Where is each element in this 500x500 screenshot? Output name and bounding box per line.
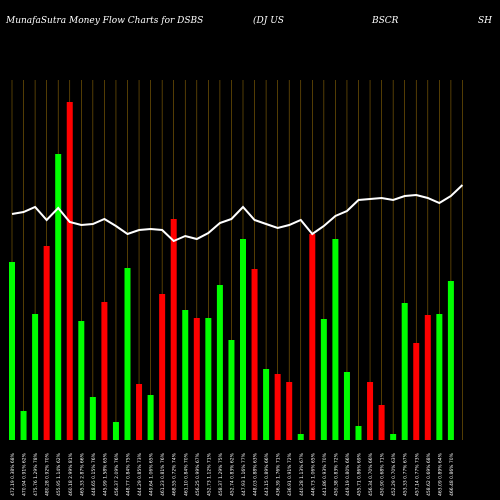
x-tick-label: 460.18 2.99% 81% (68, 452, 74, 496)
x-tick-label: 468.55 0.72% 74% (172, 452, 178, 496)
flow-bar (182, 310, 189, 440)
x-tick-label: 445.99 1.58% 65% (102, 452, 108, 496)
flow-bar (436, 314, 443, 440)
flow-bar (228, 340, 235, 440)
flow-bar (147, 395, 154, 440)
flow-bar (112, 422, 119, 440)
x-tick-label: 470.94 0.91% 62% (22, 452, 28, 496)
x-tick-label: 456.37 2.09% 76% (114, 452, 120, 496)
x-tick-label: 452.29 0.70% 63% (391, 452, 397, 496)
x-tick-label: 475.76 1.29% 78% (33, 452, 39, 496)
x-tick-label: 443.15 0.89% 66% (264, 452, 270, 496)
flow-bar (286, 382, 293, 440)
x-tick-label: 456.34 0.70% 66% (368, 452, 374, 496)
flow-bar (159, 294, 166, 440)
flow-bar (43, 246, 50, 440)
x-tick-label: 472.19 0.38% 68% (10, 452, 16, 496)
price-line (11, 184, 464, 243)
flow-bar (320, 319, 327, 440)
x-tick-label: 452.73 1.12% 71% (206, 452, 212, 496)
x-tick-label: 455.71 0.86% 69% (357, 452, 363, 496)
flow-bar (124, 268, 131, 440)
x-tick-label: 455.95 1.14% 62% (56, 452, 62, 496)
title-part-3: BSCR (372, 16, 399, 26)
chart-title: MunafaSutra Money Flow Charts for DSBS (6, 16, 204, 26)
x-tick-label: 449.19 0.80% 66% (345, 452, 351, 496)
flow-bar (413, 343, 420, 440)
flow-bar (263, 369, 270, 440)
chart-header: MunafaSutra Money Flow Charts for DSBS (… (0, 0, 500, 40)
x-tick-label: 461.10 0.84% 70% (183, 452, 189, 496)
x-tick-label: 466.48 0.86% 70% (449, 452, 455, 496)
flow-bar (274, 374, 281, 440)
x-tick-labels: 472.19 0.38% 68% 470.94 0.91% 62% 475.76 1… (10, 452, 455, 496)
bars (9, 102, 454, 440)
flow-bar (390, 434, 397, 440)
x-tick-label: 446.73 1.06% 65% (310, 452, 316, 496)
x-tick-label: 458.37 1.29% 75% (218, 452, 224, 496)
flow-bar (240, 239, 246, 440)
price-line-path (11, 184, 464, 243)
flow-bar (66, 102, 73, 440)
x-tick-label: 456.25 0.99% 67% (195, 452, 201, 496)
x-tick-label: 436.39 1.76% 71% (276, 452, 282, 496)
flow-bar (101, 302, 108, 440)
flow-bar (309, 234, 316, 440)
x-tick-label: 448.65 0.15% 76% (91, 452, 97, 496)
x-tick-label: 447.93 1.16% 77% (241, 452, 247, 496)
x-tick-label: 450.90 0.68% 71% (380, 452, 386, 496)
x-tick-label: 480.28 0.92% 70% (45, 452, 51, 496)
x-tick-label: 448.77 0.84% 75% (126, 452, 132, 496)
x-tick-label: 444.29 0.85% 73% (137, 452, 143, 496)
flow-bar (193, 318, 200, 440)
flow-bar (401, 303, 408, 440)
flow-bar (89, 397, 96, 440)
x-tick-label: 463.09 0.89% 64% (437, 452, 443, 496)
flow-bar (424, 315, 431, 440)
x-tick-label: 440.28 1.13% 67% (299, 452, 305, 496)
flow-bar (343, 372, 350, 440)
x-tick-label: 450.38 0.83% 72% (333, 452, 339, 496)
flow-bar (297, 434, 304, 440)
flow-bar (9, 262, 15, 440)
flow-bar (355, 426, 362, 440)
x-tick-label: 457.14 0.77% 73% (414, 452, 420, 496)
flow-bar (20, 411, 27, 440)
x-tick-label: 436.91 0.91% 72% (287, 452, 293, 496)
flow-bar (216, 285, 223, 440)
x-tick-label: 448.03 0.88% 63% (253, 452, 259, 496)
x-tick-label: 458.62 0.69% 68% (426, 452, 432, 496)
flow-bar (447, 281, 454, 440)
flow-bar (170, 219, 177, 440)
flow-bar (332, 239, 339, 440)
title-part-2: (DJ US (253, 16, 284, 26)
x-tick-label: 441.86 0.93% 70% (322, 452, 328, 496)
flow-bar (378, 405, 385, 440)
x-tick-label: 453.33 0.77% 67% (403, 452, 409, 496)
flow-bar (367, 382, 374, 440)
x-tick-label: 461.23 0.81% 76% (160, 452, 166, 496)
flow-bar (251, 269, 258, 440)
flow-bar (78, 321, 85, 440)
x-tick-label: 449.64 1.06% 65% (149, 452, 155, 496)
flow-bar (32, 314, 39, 440)
title-part-4: SH (478, 16, 493, 26)
x-tick-label: 452.74 0.83% 62% (229, 452, 235, 496)
flow-bar (205, 318, 212, 440)
x-tick-label: 465.33 2.87% 66% (79, 452, 85, 496)
flow-bar (136, 384, 143, 440)
flow-bar (55, 154, 62, 440)
